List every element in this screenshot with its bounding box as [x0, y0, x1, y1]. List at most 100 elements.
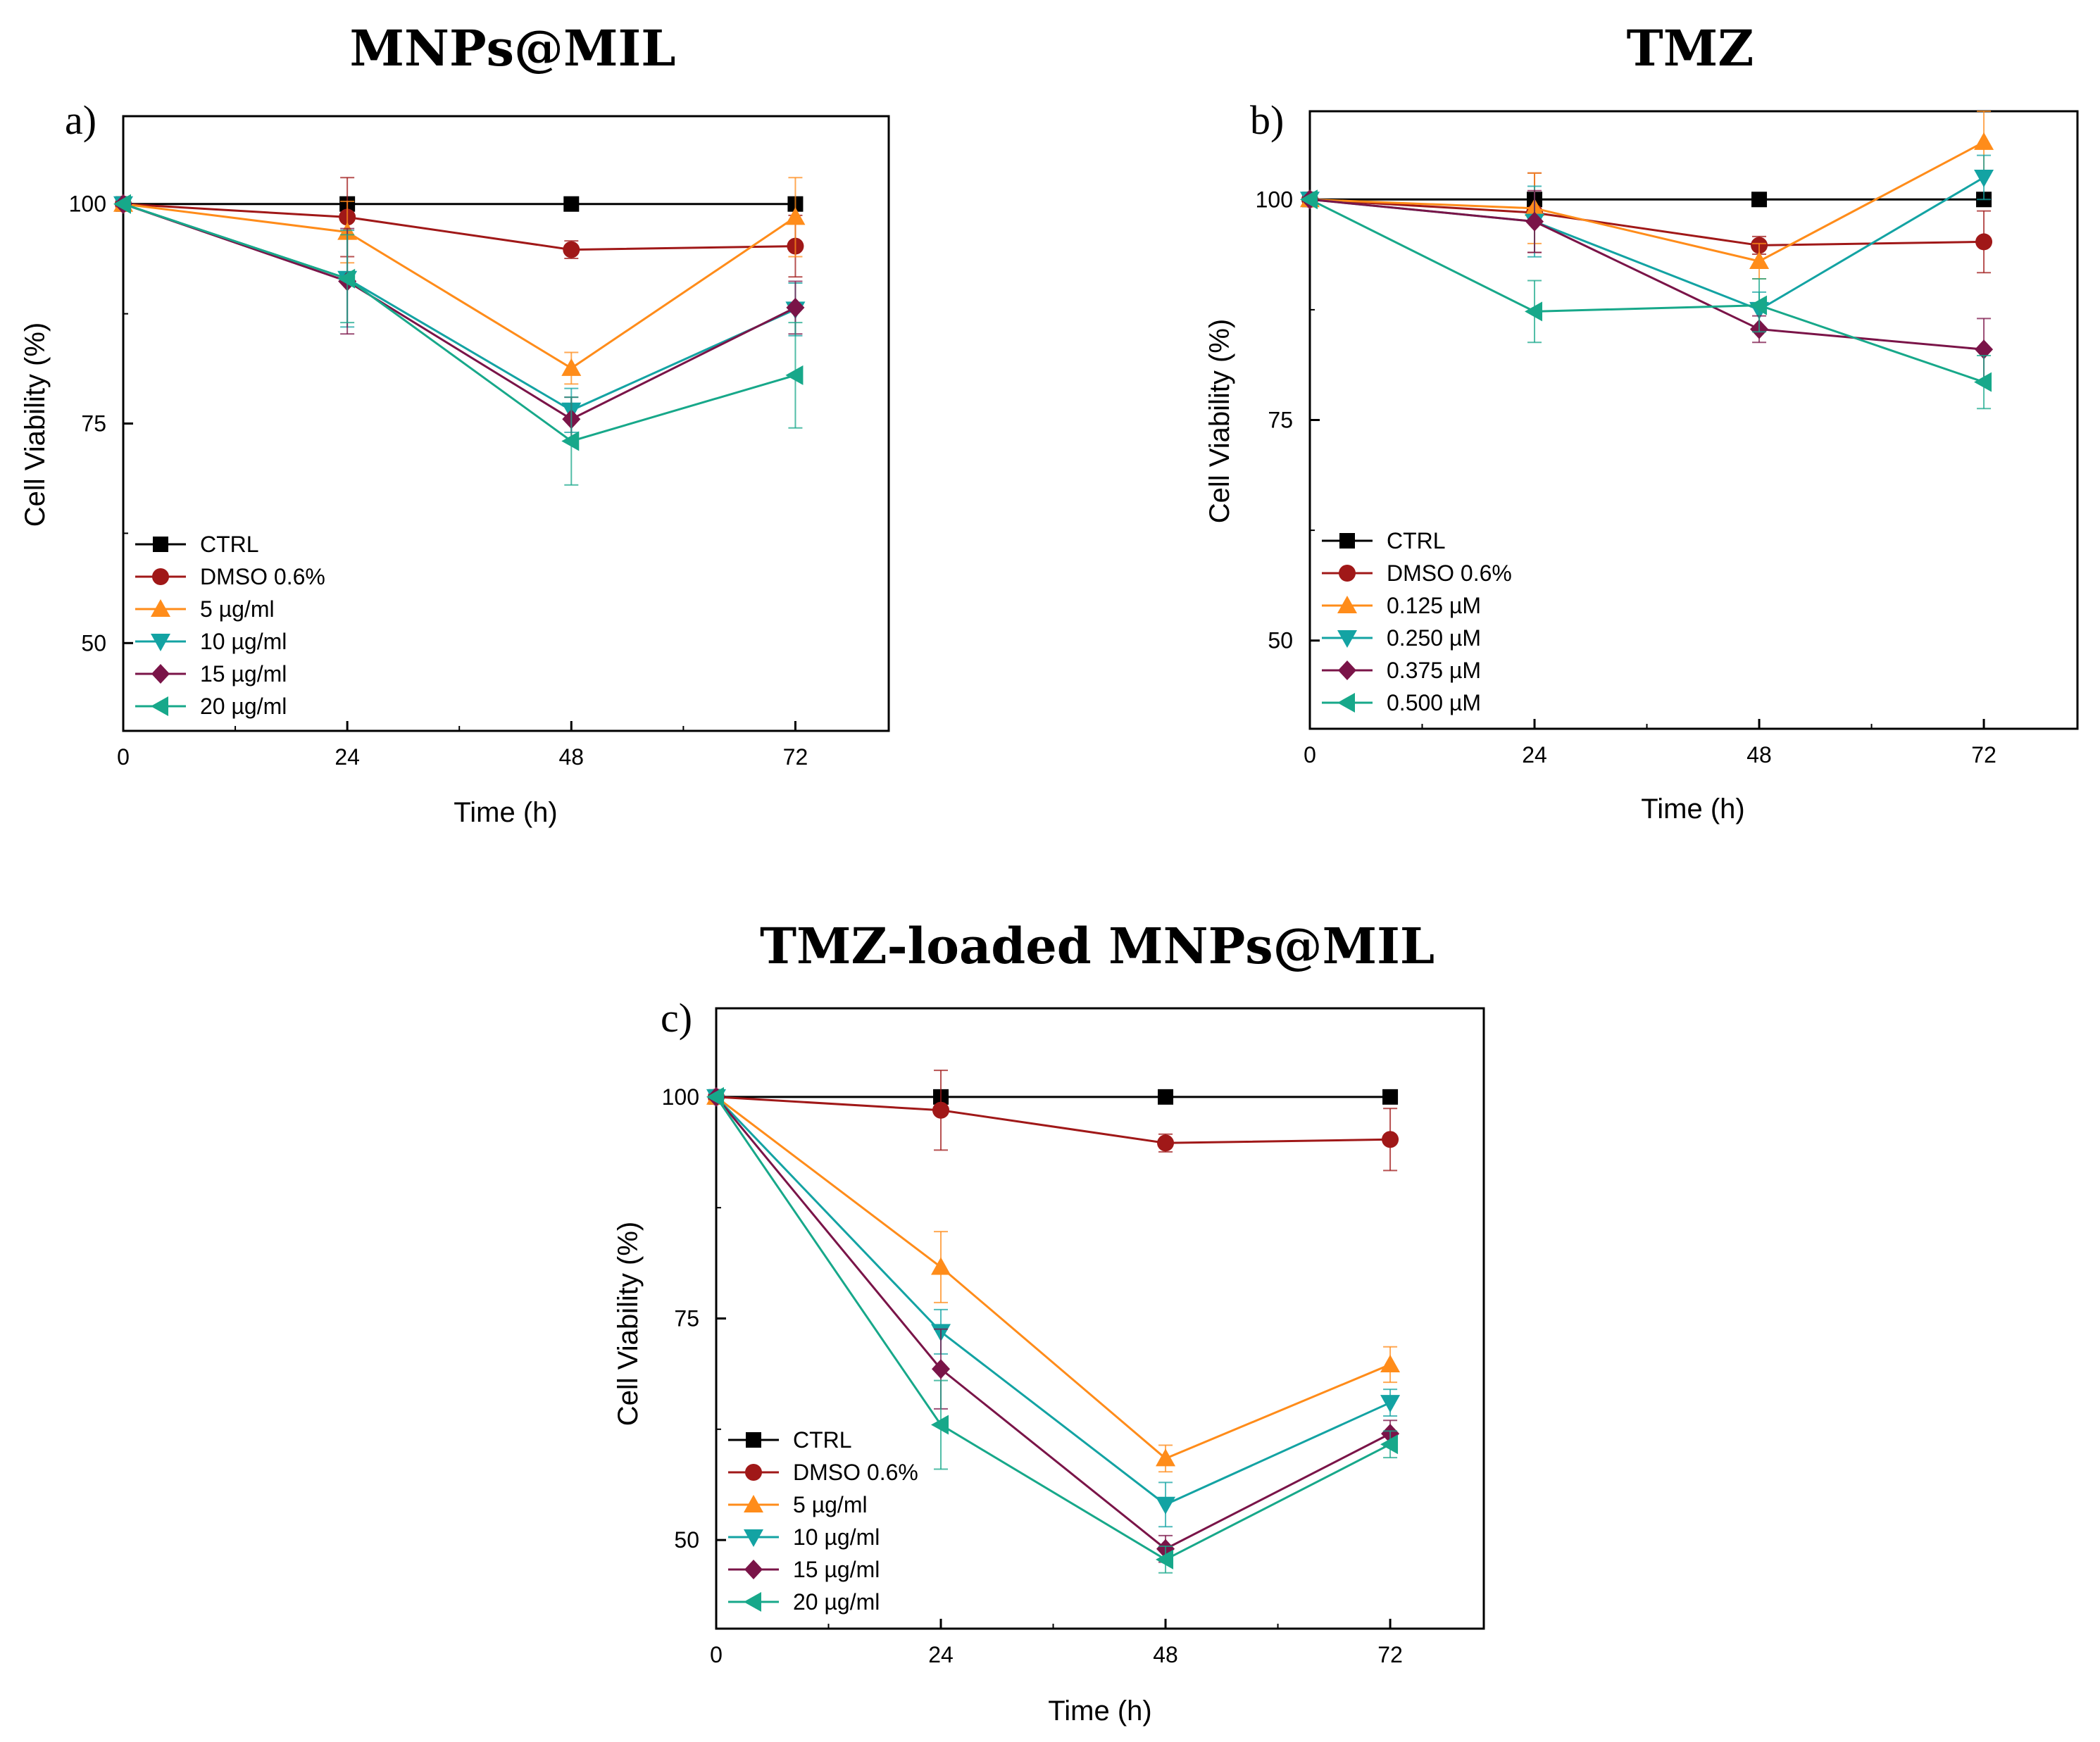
x-axis-label: Time (h) [1048, 1696, 1151, 1727]
legend-label: 0.500 µM [1387, 690, 1481, 715]
series-line [715, 1096, 1391, 1460]
data-point [1157, 1134, 1175, 1152]
series-0-375-m [1301, 189, 1994, 382]
x-tick-label: 48 [558, 744, 584, 770]
legend-marker [151, 599, 170, 617]
panel-letter: b) [1250, 97, 1284, 143]
series-line [715, 1096, 1391, 1550]
data-point [1974, 132, 1994, 150]
data-point [786, 297, 805, 318]
legend: CTRL DMSO 0.6% 0.125 µM 0.250 µM 0.375 µM 0.5… [1322, 528, 1512, 715]
data-point [1751, 192, 1768, 208]
series-line [123, 203, 796, 420]
legend-marker [1338, 660, 1356, 680]
data-point [1156, 1549, 1174, 1569]
y-tick-label: 100 [662, 1084, 699, 1110]
series-0-500-m [1300, 189, 1992, 410]
y-tick-label: 75 [674, 1306, 699, 1331]
y-tick-label: 75 [81, 411, 106, 437]
legend-label: CTRL [200, 532, 259, 557]
legend-label: CTRL [793, 1427, 852, 1453]
data-point [1974, 372, 1992, 392]
data-point [785, 207, 806, 225]
data-point [1975, 339, 1994, 360]
data-point [1300, 189, 1318, 210]
legend-marker [745, 1464, 762, 1481]
data-point [1380, 1434, 1399, 1455]
legend-label: 15 µg/ml [793, 1557, 880, 1582]
x-tick-label: 48 [1153, 1642, 1178, 1667]
legend-marker [744, 1529, 763, 1547]
chart-title: TMZ [1627, 19, 1754, 77]
data-point [1525, 301, 1543, 322]
x-axis-label: Time (h) [454, 797, 557, 828]
x-tick-label: 72 [783, 744, 808, 770]
legend-label: 0.250 µM [1387, 625, 1481, 651]
data-point [1974, 169, 1994, 187]
chart-title: MNPs@MIL [350, 19, 676, 77]
data-point [1749, 251, 1770, 269]
series-line [123, 203, 796, 370]
y-tick-label: 50 [674, 1527, 699, 1553]
y-tick-label: 100 [69, 192, 106, 217]
y-axis-label: Cell Viability (%) [613, 1222, 644, 1426]
y-tick-label: 50 [81, 630, 106, 656]
x-tick-label: 0 [710, 1642, 723, 1667]
legend-label: 10 µg/ml [793, 1524, 880, 1550]
x-tick-label: 0 [117, 744, 130, 770]
y-tick-label: 50 [1268, 628, 1293, 653]
legend-marker [151, 664, 170, 684]
legend-marker [151, 634, 170, 651]
series-line [715, 1096, 1391, 1144]
legend-label: 15 µg/ml [200, 661, 287, 687]
series-line [1309, 198, 1985, 351]
series-line [715, 1096, 1391, 1561]
chart-title: TMZ-loaded MNPs@MIL [760, 917, 1435, 975]
panel-a: MNPs@MIL a) Cell Viability (%) Time (h) … [20, 19, 890, 828]
legend-marker [153, 537, 168, 552]
legend-label: 0.125 µM [1387, 593, 1481, 618]
data-point [932, 1101, 950, 1119]
panel-letter: a) [65, 97, 96, 143]
data-point [337, 268, 356, 289]
series-line [1309, 141, 1985, 263]
panel-b: TMZ b) Cell Viability (%) Time (h) 0 24 48… [1204, 19, 2079, 825]
panel-letter: c) [661, 995, 692, 1041]
legend-label: 5 µg/ml [200, 596, 275, 622]
x-tick-label: 48 [1746, 742, 1772, 767]
x-tick-label: 24 [928, 1642, 954, 1667]
x-tick-label: 0 [1304, 742, 1316, 767]
series-line [1309, 198, 1985, 384]
legend-marker [744, 1560, 763, 1579]
legend-marker [1337, 693, 1355, 713]
legend-marker [151, 696, 168, 716]
data-point [561, 431, 580, 451]
data-point [706, 1086, 724, 1107]
plot-area: 0 24 48 72 50 75 100 CTRL DMSO 0.6% 0.125 µM 0.250… [1256, 110, 2079, 767]
x-tick-label: 72 [1971, 742, 1996, 767]
legend-label: 10 µg/ml [200, 629, 287, 654]
data-point [1158, 1089, 1174, 1105]
legend-label: DMSO 0.6% [793, 1460, 918, 1485]
data-point [1749, 295, 1768, 315]
plot-area: 0 24 48 72 50 75 100 CTRL DMSO 0.6% 5 µg/ml 10 µg/… [69, 115, 890, 770]
data-point [1382, 1089, 1399, 1105]
data-point [1156, 1448, 1176, 1467]
legend-marker [1337, 596, 1357, 613]
data-point [1156, 1496, 1176, 1515]
x-tick-label: 72 [1377, 1642, 1403, 1667]
legend-marker [1339, 565, 1356, 582]
legend-marker [746, 1432, 761, 1448]
data-point [1525, 211, 1544, 232]
data-point [785, 365, 804, 385]
y-axis-label: Cell Viability (%) [20, 322, 51, 527]
data-point [563, 241, 580, 258]
legend-label: 5 µg/ml [793, 1492, 868, 1517]
plot-area: 0 24 48 72 50 75 100 CTRL DMSO 0.6% 5 µg/ml 10 µg/… [662, 1007, 1485, 1667]
legend: CTRL DMSO 0.6% 5 µg/ml 10 µg/ml 15 µg/ml 20 µ… [728, 1427, 918, 1615]
data-point [932, 1359, 951, 1379]
x-axis-label: Time (h) [1641, 794, 1744, 825]
data-point [1975, 233, 1993, 251]
legend-marker [1339, 533, 1355, 549]
